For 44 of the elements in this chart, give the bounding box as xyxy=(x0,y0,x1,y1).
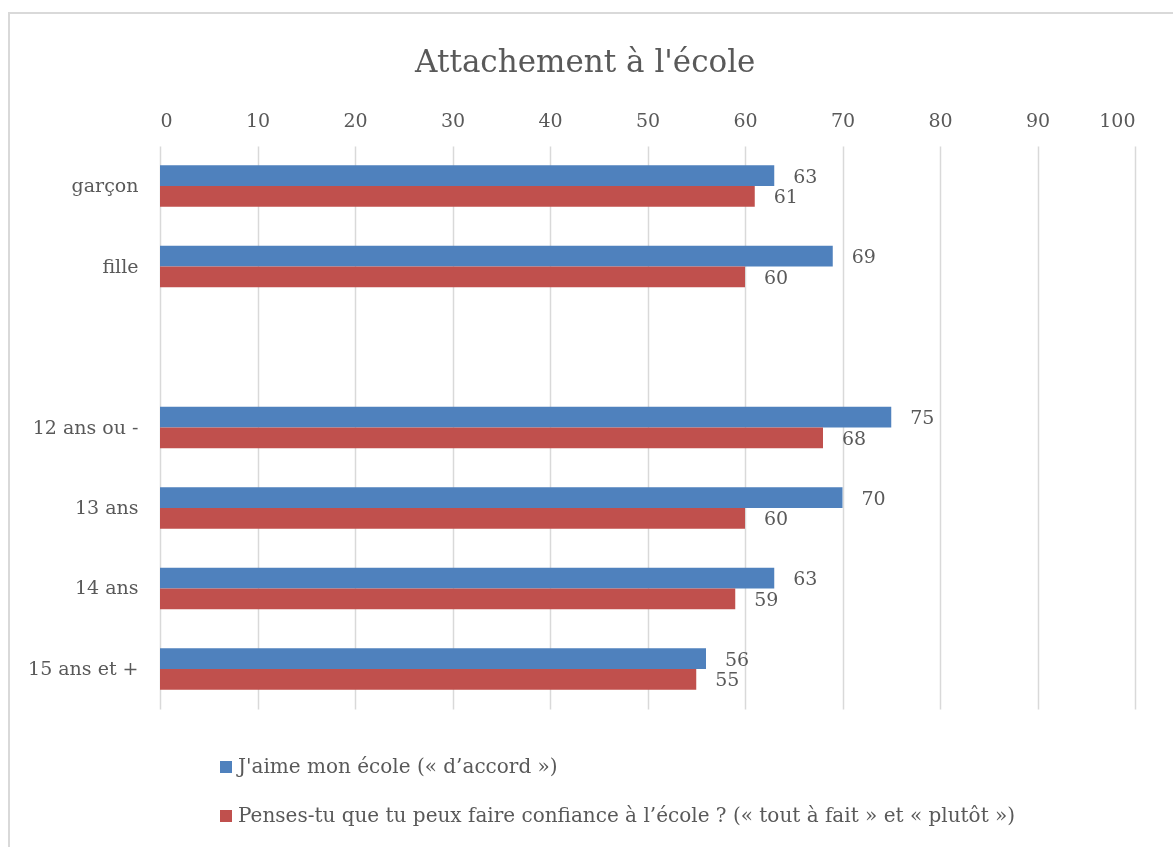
legend-label: J'aime mon école (« d’accord ») xyxy=(236,754,558,778)
bar xyxy=(160,648,706,669)
x-tick-label: 10 xyxy=(245,108,271,131)
x-tick-label: 60 xyxy=(733,108,758,131)
y-tick-label: 14 ans xyxy=(74,576,139,599)
x-tick-label: 100 xyxy=(1099,108,1136,131)
bar xyxy=(160,406,892,428)
data-label: 59 xyxy=(754,587,779,610)
bar xyxy=(160,266,745,288)
x-tick-label: 50 xyxy=(635,108,661,131)
data-label: 63 xyxy=(793,164,818,187)
y-tick-label: fille xyxy=(102,254,139,277)
x-tick-label: 30 xyxy=(440,108,466,131)
bar xyxy=(160,427,823,449)
y-tick-label: 13 ans xyxy=(74,496,139,518)
y-tick-label: 15 ans et + xyxy=(28,656,139,679)
x-tick-label: 90 xyxy=(1025,108,1051,131)
data-label: 60 xyxy=(764,265,789,288)
bar xyxy=(160,567,775,589)
bar xyxy=(160,508,745,529)
bar xyxy=(160,588,736,610)
x-tick-label: 0 xyxy=(160,108,173,131)
data-label: 68 xyxy=(842,426,867,449)
chart-title: Attachement à l'école xyxy=(414,43,756,79)
data-label: 70 xyxy=(861,486,886,509)
bar xyxy=(160,165,775,187)
x-tick-label: 20 xyxy=(343,108,368,131)
bar xyxy=(160,186,755,207)
x-tick-label: 80 xyxy=(928,108,953,131)
bar xyxy=(160,245,833,267)
data-label: 55 xyxy=(715,668,740,691)
data-label: 69 xyxy=(851,245,876,268)
bar xyxy=(160,668,697,690)
x-tick-label: 70 xyxy=(830,108,856,131)
legend-label: Penses-tu que tu peux faire confiance à l’école ? (« tout à fait » et « plutôt ») xyxy=(238,803,1016,827)
y-tick-label: 12 ans ou - xyxy=(32,415,139,438)
data-label: 63 xyxy=(793,567,818,590)
y-tick-label: garçon xyxy=(71,174,139,197)
data-label: 75 xyxy=(910,406,935,429)
data-label: 61 xyxy=(773,185,798,208)
data-label: 56 xyxy=(725,647,750,670)
bar xyxy=(160,487,843,508)
x-tick-label: 40 xyxy=(538,108,563,131)
data-label: 60 xyxy=(764,507,789,530)
